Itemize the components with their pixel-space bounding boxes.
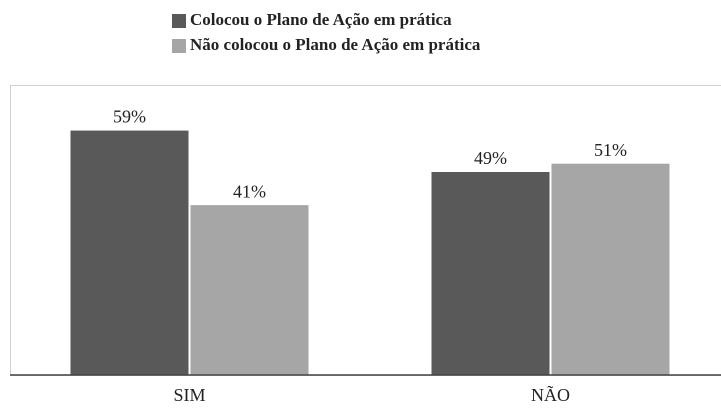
legend-label: Não colocou o Plano de Ação em prática — [190, 35, 481, 54]
legend-label: Colocou o Plano de Ação em prática — [190, 10, 452, 29]
data-label: 51% — [594, 140, 627, 160]
bar — [70, 130, 189, 375]
x-tick-label: NÃO — [531, 384, 570, 405]
legend-swatch — [172, 39, 186, 53]
bar — [431, 172, 550, 375]
data-label: 59% — [113, 107, 146, 127]
legend-swatch — [172, 14, 186, 28]
bar — [190, 205, 309, 375]
data-label: 49% — [474, 148, 507, 168]
x-tick-label: SIM — [173, 385, 205, 405]
bar — [551, 163, 670, 375]
data-label: 41% — [233, 181, 266, 201]
